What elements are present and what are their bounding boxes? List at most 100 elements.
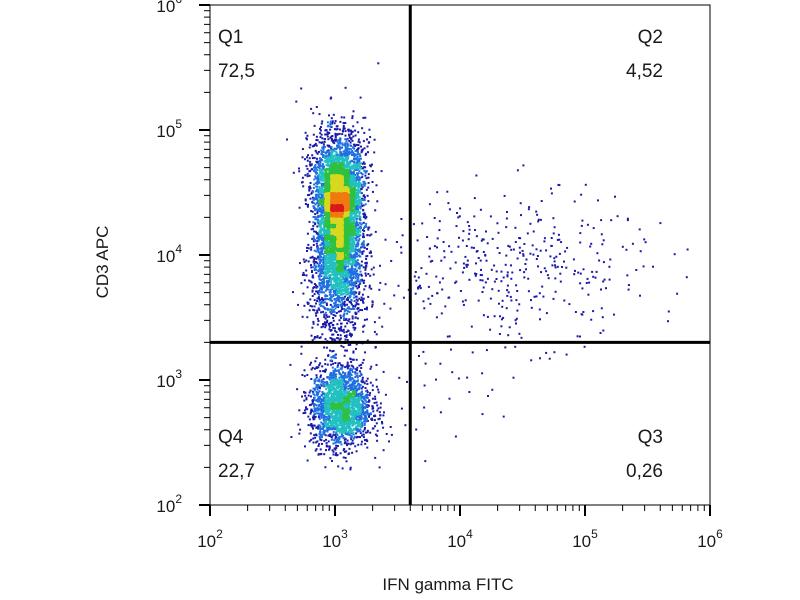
event-dot [349, 220, 351, 223]
event-dot [335, 452, 338, 455]
event-dot [352, 381, 355, 384]
event-dot [358, 238, 361, 241]
event-dot [349, 279, 352, 282]
event-dot [349, 258, 352, 261]
event-dot [353, 268, 356, 271]
event-dot [347, 319, 350, 322]
event-dot [435, 316, 438, 319]
event-dot [519, 251, 521, 254]
event-dot [311, 290, 314, 293]
event-dot [482, 251, 485, 253]
event-dot [325, 442, 328, 445]
event-dot [355, 406, 358, 409]
event-dot [350, 406, 353, 409]
event-dot [356, 317, 359, 320]
event-dot [468, 391, 471, 393]
event-dot [314, 412, 317, 415]
event-dot [368, 251, 371, 254]
event-dot [598, 259, 601, 262]
event-dot [344, 308, 347, 311]
event-dot [324, 294, 327, 297]
event-dot [311, 339, 314, 342]
event-dot [364, 216, 367, 219]
event-dot [480, 239, 483, 242]
event-dot [500, 280, 503, 283]
event-dot [520, 214, 522, 217]
event-dot [341, 366, 344, 369]
event-dot [325, 381, 328, 384]
event-dot [323, 217, 326, 220]
event-dot [481, 372, 484, 375]
event-dot [516, 169, 519, 172]
event-dot [568, 303, 571, 306]
event-dot [495, 278, 498, 280]
event-dot [359, 207, 362, 210]
event-dot [319, 237, 322, 239]
event-dot [320, 301, 322, 304]
event-dot [348, 421, 351, 424]
event-dot [326, 408, 329, 411]
event-dot [507, 334, 510, 337]
event-dot [349, 283, 352, 285]
event-dot [343, 153, 346, 156]
event-dot [330, 308, 333, 311]
event-dot [485, 230, 487, 233]
event-dot [343, 164, 346, 167]
event-dot [594, 276, 597, 279]
event-dot [343, 274, 346, 277]
event-dot [335, 370, 338, 372]
event-dot [329, 329, 332, 332]
event-dot [356, 150, 359, 153]
event-dot [333, 392, 336, 395]
event-dot [349, 468, 352, 471]
event-dot [347, 258, 350, 261]
event-dot [322, 154, 325, 156]
event-dot [346, 380, 349, 383]
event-dot [333, 265, 336, 268]
event-dot [321, 183, 324, 186]
event-dot [309, 404, 311, 407]
event-dot [325, 388, 328, 391]
event-dot [324, 129, 327, 132]
event-dot [317, 296, 320, 299]
event-dot [324, 434, 327, 437]
event-dot [339, 394, 342, 397]
event-dot [330, 255, 333, 258]
event-dot [305, 259, 308, 262]
event-dot [316, 197, 319, 200]
event-dot [314, 209, 316, 212]
event-dot [315, 250, 318, 253]
event-dot [315, 290, 318, 293]
event-dot [344, 325, 347, 328]
event-dot [353, 257, 356, 260]
event-dot [485, 259, 488, 262]
event-dot [342, 371, 344, 374]
event-dot [351, 267, 354, 270]
event-dot [304, 203, 307, 205]
event-dot [352, 253, 355, 256]
event-dot [359, 255, 361, 258]
event-dot [337, 327, 340, 330]
event-dot [320, 223, 322, 226]
event-dot [354, 316, 357, 319]
event-dot [395, 241, 398, 243]
event-dot [351, 400, 354, 403]
event-dot [336, 133, 339, 136]
event-dot [325, 230, 328, 233]
event-dot [344, 122, 347, 124]
event-dot [367, 228, 370, 231]
event-dot [326, 307, 329, 310]
event-dot [319, 235, 322, 238]
event-dot [352, 284, 355, 287]
event-dot [345, 450, 348, 453]
event-dot [346, 279, 349, 282]
event-dot [317, 255, 320, 258]
event-dot [315, 302, 317, 305]
event-dot [339, 314, 342, 317]
event-dot [365, 222, 368, 225]
event-dot [329, 125, 332, 128]
event-dot [328, 242, 331, 244]
event-dot [368, 394, 371, 397]
event-dot [325, 283, 328, 286]
event-dot [358, 210, 361, 213]
